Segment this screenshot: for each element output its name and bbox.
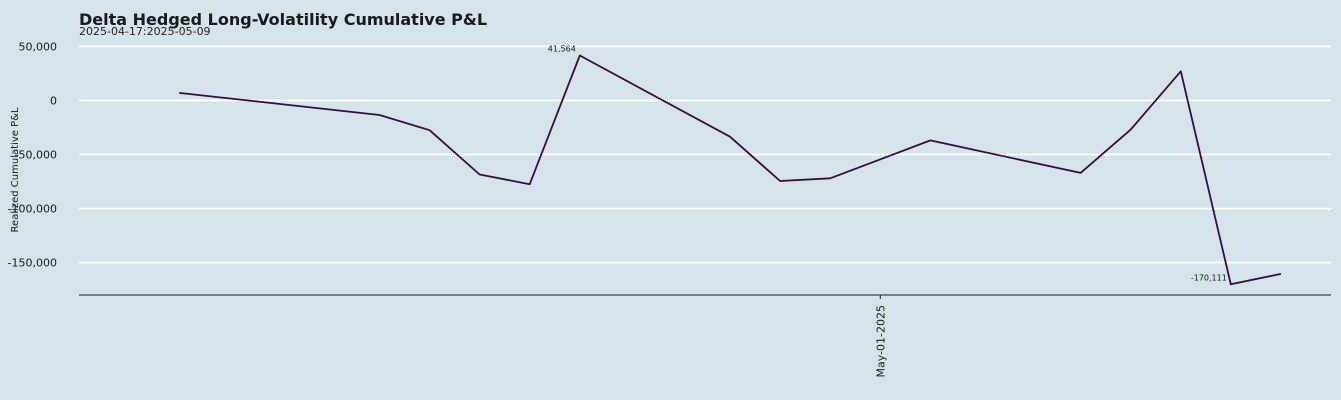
data-label: -170,111 [1191, 273, 1227, 282]
grid-layer [79, 45, 1331, 264]
chart-subtitle: 2025-04-17:2025-05-09 [79, 25, 211, 38]
y-tick-label: 50,000 [19, 40, 58, 53]
annotation-layer: 41,564 -170,111 [548, 45, 1227, 283]
line-layer [179, 54, 1282, 286]
y-tick-label: -150,000 [8, 257, 57, 270]
axis-layer: 50,000 0 -50,000 -100,000 -150,000 May-01-202… [8, 40, 1331, 377]
chart-title: Delta Hedged Long-Volatility Cumulative … [79, 10, 488, 29]
y-tick-label: -50,000 [15, 148, 57, 161]
y-tick-label: 0 [50, 94, 57, 107]
y-tick-label: -100,000 [8, 203, 57, 216]
y-axis-label: Realized Cumulative P&L [10, 107, 21, 232]
x-tick-label: May-01-2025 [874, 305, 887, 377]
series-line [179, 54, 1282, 286]
data-label: 41,564 [548, 45, 576, 54]
